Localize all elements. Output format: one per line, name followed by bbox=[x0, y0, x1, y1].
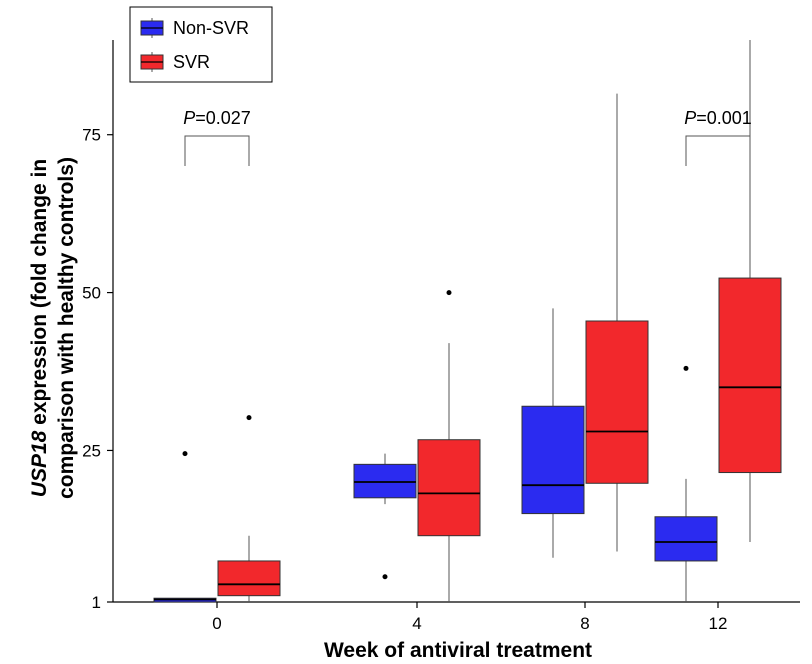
y-tick-label: 25 bbox=[82, 441, 101, 460]
box-iqr bbox=[585, 320, 649, 484]
legend-item-non-svr: Non-SVR bbox=[140, 18, 249, 38]
legend-label: Non-SVR bbox=[173, 18, 249, 38]
box-svr-week-8 bbox=[585, 93, 649, 552]
legend-label: SVR bbox=[173, 52, 210, 72]
outlier-point bbox=[683, 365, 689, 371]
y-ticks: 1 25 50 75 bbox=[82, 126, 113, 612]
box-iqr bbox=[654, 516, 718, 562]
box-non-svr-week-4 bbox=[353, 453, 417, 580]
p-value-annotation-week-0: P=0.027 bbox=[183, 108, 251, 166]
y-tick-label: 50 bbox=[82, 284, 101, 303]
outlier-point bbox=[382, 574, 388, 580]
annotations: P=0.027 P=0.001 bbox=[183, 108, 752, 166]
p-value-label: P=0.001 bbox=[684, 108, 752, 128]
outlier-point bbox=[182, 451, 188, 457]
x-axis-title: Week of antiviral treatment bbox=[324, 639, 592, 662]
x-ticks: 0 4 8 12 bbox=[212, 602, 727, 633]
boxes bbox=[153, 40, 782, 603]
x-tick-label: 0 bbox=[212, 614, 221, 633]
y-axis-title: USP18 expression (fold change in compari… bbox=[28, 157, 78, 499]
x-tick-label: 8 bbox=[580, 614, 589, 633]
y-axis-title-line-2: comparison with healthy controls) bbox=[55, 157, 78, 499]
p-value-annotation-week-12: P=0.001 bbox=[684, 108, 752, 166]
box-iqr bbox=[417, 439, 481, 537]
y-tick-label: 75 bbox=[82, 126, 101, 145]
y-axis-title-line-1: USP18 expression (fold change in bbox=[28, 159, 51, 497]
p-number: =0.027 bbox=[195, 108, 251, 128]
p-symbol: P bbox=[684, 108, 696, 128]
p-number: =0.001 bbox=[696, 108, 752, 128]
legend: Non-SVR SVR bbox=[129, 6, 273, 83]
y-axis-title-rest: expression (fold change in bbox=[28, 159, 51, 431]
significance-bracket bbox=[184, 135, 250, 166]
box-svr-week-0 bbox=[217, 415, 281, 602]
significance-bracket bbox=[685, 135, 751, 166]
outlier-point bbox=[246, 415, 252, 421]
box-svr-week-4 bbox=[417, 290, 481, 602]
box-non-svr-week-8 bbox=[521, 308, 585, 558]
legend-item-svr: SVR bbox=[140, 52, 210, 72]
box-iqr bbox=[217, 560, 281, 597]
x-tick-label: 12 bbox=[709, 614, 728, 633]
box-non-svr-week-0 bbox=[153, 451, 217, 603]
axes: 1 25 50 75 0 4 8 12 bbox=[82, 40, 800, 633]
box-iqr bbox=[521, 405, 585, 515]
box-iqr bbox=[353, 463, 417, 499]
p-symbol: P bbox=[183, 108, 195, 128]
x-tick-label: 4 bbox=[412, 614, 421, 633]
legend-items: Non-SVR SVR bbox=[140, 18, 249, 72]
box-svr-week-12 bbox=[718, 40, 782, 543]
box-iqr bbox=[718, 277, 782, 474]
outlier-point bbox=[446, 290, 452, 296]
p-value-label: P=0.027 bbox=[183, 108, 251, 128]
y-tick-label: 1 bbox=[92, 593, 101, 612]
y-axis-title-gene: USP18 bbox=[28, 430, 51, 497]
box-non-svr-week-12 bbox=[654, 365, 718, 602]
